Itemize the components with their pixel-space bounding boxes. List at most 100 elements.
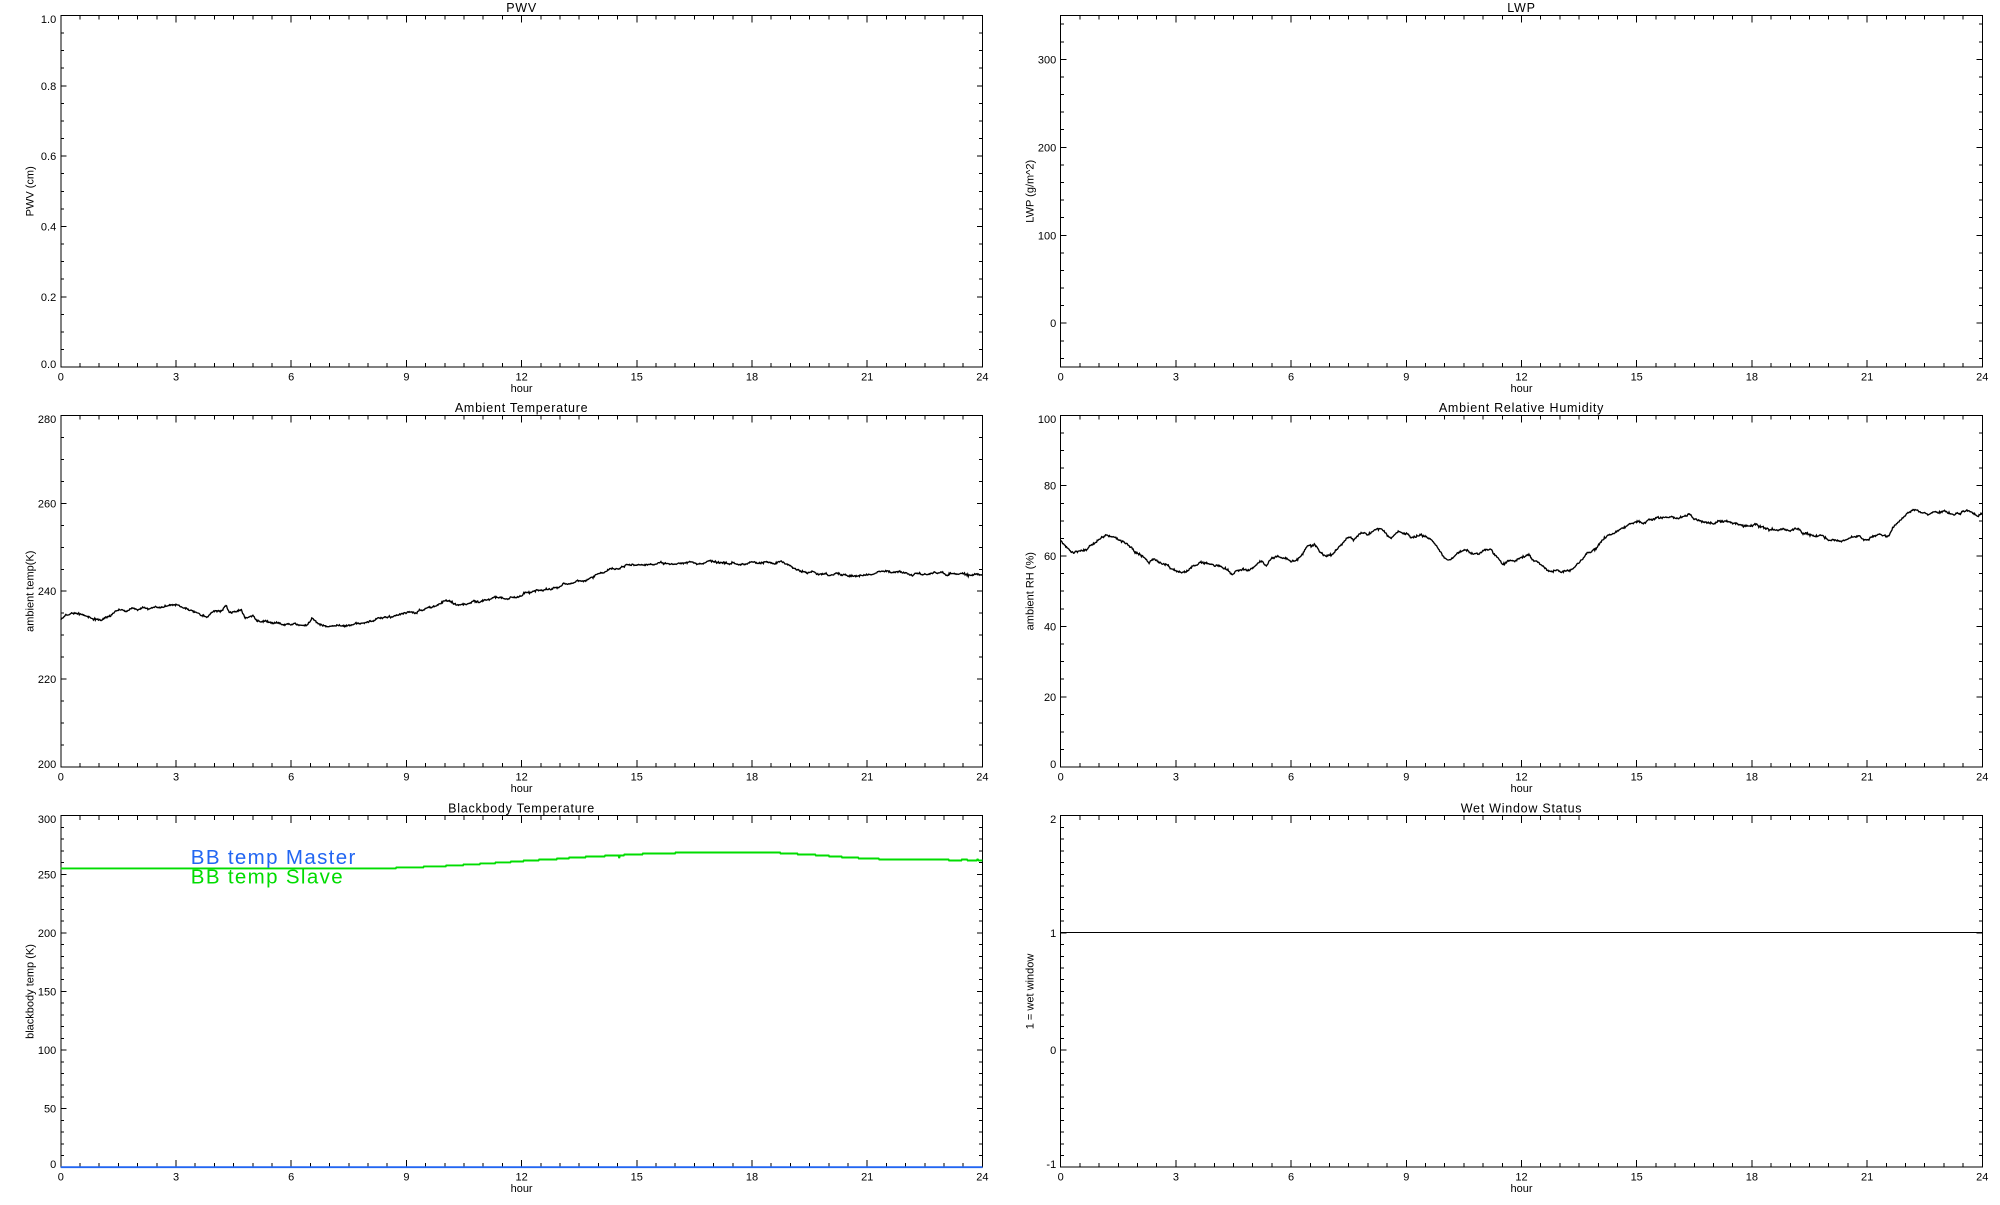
svg-text:3: 3 (173, 772, 179, 784)
svg-text:9: 9 (1403, 772, 1409, 784)
svg-text:60: 60 (1044, 551, 1056, 563)
svg-text:21: 21 (861, 772, 873, 784)
svg-text:15: 15 (631, 1172, 643, 1184)
svg-text:Ambient Relative Humidity: Ambient Relative Humidity (1439, 401, 1604, 415)
svg-text:1: 1 (1050, 928, 1056, 940)
svg-text:220: 220 (38, 674, 56, 686)
svg-text:15: 15 (631, 772, 643, 784)
svg-text:6: 6 (288, 372, 294, 384)
svg-text:300: 300 (1038, 54, 1056, 66)
svg-text:BB temp Slave: BB temp Slave (191, 866, 344, 889)
svg-text:12: 12 (515, 1172, 527, 1184)
svg-text:80: 80 (1044, 481, 1056, 493)
svg-text:3: 3 (1173, 1172, 1179, 1184)
svg-text:100: 100 (1038, 414, 1056, 426)
svg-text:0: 0 (50, 1159, 56, 1171)
svg-text:blackbody temp (K): blackbody temp (K) (25, 944, 37, 1039)
svg-text:3: 3 (173, 372, 179, 384)
svg-text:18: 18 (746, 1172, 758, 1184)
svg-text:6: 6 (288, 1172, 294, 1184)
svg-text:0.6: 0.6 (41, 151, 56, 163)
svg-text:0: 0 (1058, 372, 1064, 384)
svg-text:24: 24 (976, 772, 988, 784)
svg-text:9: 9 (403, 372, 409, 384)
svg-text:100: 100 (1038, 230, 1056, 242)
svg-text:18: 18 (746, 772, 758, 784)
svg-text:200: 200 (1038, 142, 1056, 154)
svg-text:15: 15 (1631, 372, 1643, 384)
svg-text:18: 18 (1746, 372, 1758, 384)
svg-text:hour: hour (1510, 783, 1532, 795)
svg-text:3: 3 (1173, 772, 1179, 784)
svg-text:200: 200 (38, 759, 56, 771)
svg-text:0: 0 (1050, 1045, 1056, 1057)
svg-text:6: 6 (1288, 1172, 1294, 1184)
svg-text:280: 280 (38, 414, 56, 426)
svg-text:ambient temp(K): ambient temp(K) (25, 551, 37, 632)
svg-text:0: 0 (58, 772, 64, 784)
svg-text:15: 15 (631, 372, 643, 384)
svg-text:hour: hour (511, 383, 533, 395)
svg-text:-1: -1 (1046, 1159, 1056, 1171)
svg-text:24: 24 (1976, 1172, 1988, 1184)
svg-text:24: 24 (1976, 372, 1988, 384)
svg-text:24: 24 (976, 1172, 988, 1184)
svg-text:LWP: LWP (1507, 1, 1535, 15)
svg-text:0: 0 (1050, 759, 1056, 771)
svg-text:12: 12 (515, 772, 527, 784)
svg-text:0: 0 (1058, 1172, 1064, 1184)
svg-text:0.8: 0.8 (41, 81, 56, 93)
svg-text:0.0: 0.0 (41, 359, 56, 371)
svg-text:200: 200 (38, 928, 56, 940)
svg-text:250: 250 (38, 869, 56, 881)
svg-text:21: 21 (1861, 772, 1873, 784)
svg-text:24: 24 (1976, 772, 1988, 784)
svg-text:50: 50 (44, 1104, 56, 1116)
svg-text:9: 9 (1403, 1172, 1409, 1184)
svg-text:20: 20 (1044, 692, 1056, 704)
svg-text:9: 9 (403, 1172, 409, 1184)
svg-text:0.4: 0.4 (41, 222, 56, 234)
svg-text:hour: hour (511, 1183, 533, 1195)
svg-text:0: 0 (58, 1172, 64, 1184)
svg-text:3: 3 (173, 1172, 179, 1184)
svg-text:21: 21 (1861, 372, 1873, 384)
svg-text:18: 18 (1746, 1172, 1758, 1184)
svg-text:3: 3 (1173, 372, 1179, 384)
svg-text:6: 6 (1288, 772, 1294, 784)
svg-text:6: 6 (288, 772, 294, 784)
svg-text:21: 21 (1861, 1172, 1873, 1184)
svg-text:12: 12 (1515, 772, 1527, 784)
svg-text:0: 0 (1050, 318, 1056, 330)
svg-text:100: 100 (38, 1045, 56, 1057)
svg-text:15: 15 (1631, 772, 1643, 784)
svg-text:150: 150 (38, 987, 56, 999)
svg-text:6: 6 (1288, 372, 1294, 384)
svg-text:9: 9 (403, 772, 409, 784)
svg-text:PWV: PWV (506, 1, 537, 15)
svg-text:hour: hour (1510, 1183, 1532, 1195)
svg-text:9: 9 (1403, 372, 1409, 384)
svg-text:BB temp Master: BB temp Master (191, 846, 357, 869)
svg-text:hour: hour (1510, 383, 1532, 395)
svg-text:12: 12 (1515, 372, 1527, 384)
svg-text:12: 12 (1515, 1172, 1527, 1184)
svg-text:Blackbody Temperature: Blackbody Temperature (448, 802, 595, 816)
svg-text:300: 300 (38, 814, 56, 826)
svg-text:12: 12 (515, 372, 527, 384)
svg-text:Ambient Temperature: Ambient Temperature (455, 401, 589, 415)
svg-text:1.0: 1.0 (41, 14, 56, 26)
svg-text:0: 0 (58, 372, 64, 384)
svg-text:21: 21 (861, 1172, 873, 1184)
svg-text:ambient RH (%): ambient RH (%) (1025, 552, 1037, 630)
svg-text:240: 240 (38, 586, 56, 598)
svg-text:hour: hour (511, 783, 533, 795)
svg-text:18: 18 (746, 372, 758, 384)
svg-text:0.2: 0.2 (41, 292, 56, 304)
svg-text:Wet Window Status: Wet Window Status (1461, 802, 1583, 816)
svg-text:0: 0 (1058, 772, 1064, 784)
svg-text:24: 24 (976, 372, 988, 384)
svg-text:2: 2 (1050, 814, 1056, 826)
svg-text:21: 21 (861, 372, 873, 384)
svg-text:18: 18 (1746, 772, 1758, 784)
